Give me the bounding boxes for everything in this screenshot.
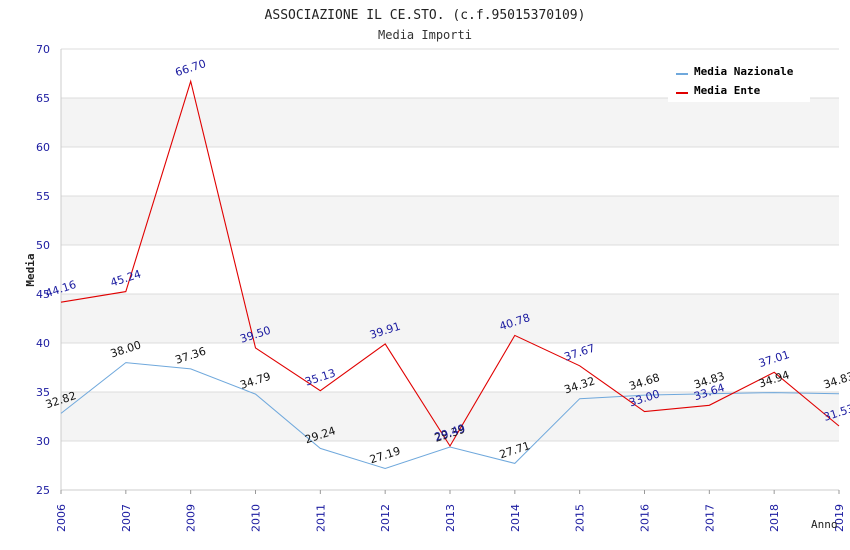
- y-tick-label: 70: [36, 43, 50, 56]
- plot-band: [61, 392, 839, 441]
- y-tick-label: 25: [36, 484, 50, 497]
- axes: 25 30 35 40 45 50 55 60 65 70 2006 2007 2009 2010 2011…: [36, 43, 846, 532]
- x-tick-label: 2006: [55, 504, 68, 532]
- x-axis-label: Anno: [811, 518, 838, 531]
- y-axis-label: Media: [24, 253, 37, 286]
- x-tick-label: 2007: [120, 504, 133, 532]
- plot-band: [61, 196, 839, 245]
- legend-box: [668, 60, 810, 102]
- y-tick-label: 35: [36, 386, 50, 399]
- y-tick-label: 65: [36, 92, 50, 105]
- x-tick-label: 2014: [509, 504, 522, 532]
- chart-subtitle: Media Importi: [378, 28, 472, 42]
- plot-band: [61, 294, 839, 343]
- y-tick-label: 40: [36, 337, 50, 350]
- series-group: [60, 79, 840, 470]
- x-tick-label: 2015: [574, 504, 587, 532]
- x-tick-label: 2013: [444, 504, 457, 532]
- plot-band: [61, 441, 839, 490]
- legend-label-media-nazionale: Media Nazionale: [694, 65, 794, 78]
- plot-band: [61, 98, 839, 147]
- x-tick-label: 2011: [314, 504, 327, 532]
- x-tick-label: 2009: [185, 504, 198, 532]
- y-tick-label: 30: [36, 435, 50, 448]
- plot-bands: [61, 49, 839, 490]
- legend-label-media-ente: Media Ente: [694, 84, 761, 97]
- plot-band: [61, 343, 839, 392]
- y-tick-label: 50: [36, 239, 50, 252]
- series-line-media-ente: [60, 79, 840, 448]
- x-tick-label: 2019: [833, 504, 846, 532]
- x-tick-label: 2012: [379, 504, 392, 532]
- x-tick-label: 2017: [703, 504, 716, 532]
- legend: Media Nazionale Media Ente: [668, 60, 810, 102]
- plot-band: [61, 147, 839, 196]
- y-tick-label: 55: [36, 190, 50, 203]
- x-tick-label: 2016: [639, 504, 652, 532]
- x-tick-label: 2010: [250, 504, 263, 532]
- plot-band: [61, 245, 839, 294]
- y-tick-label: 60: [36, 141, 50, 154]
- y-tick-label: 45: [36, 288, 50, 301]
- chart-title: ASSOCIAZIONE IL CE.STO. (c.f.95015370109…: [265, 8, 586, 23]
- x-tick-label: 2018: [768, 504, 781, 532]
